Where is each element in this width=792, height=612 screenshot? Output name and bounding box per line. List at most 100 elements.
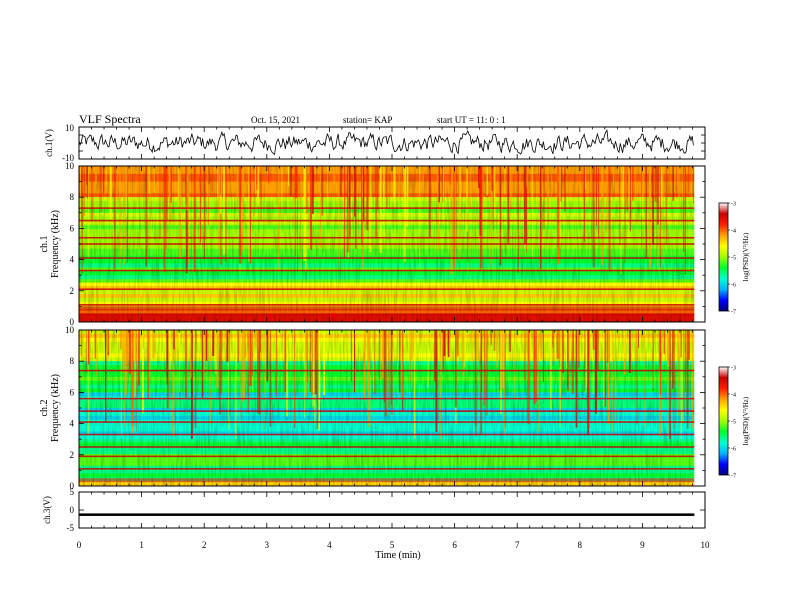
spectrogram-burst (257, 330, 260, 414)
spectrogram-burst (552, 330, 555, 366)
spectrogram-burst (622, 166, 624, 214)
spectrogram-burst (634, 166, 637, 221)
spectrogram-burst (312, 166, 314, 214)
spectrogram-burst (662, 166, 664, 265)
spectrogram-burst (333, 166, 336, 187)
spectrogram-burst (643, 166, 645, 200)
spectrogram-line (79, 313, 695, 315)
spectrogram-burst (120, 330, 122, 438)
spectrogram-line (79, 304, 695, 306)
spectrogram-burst (524, 166, 526, 245)
ch3-waveform-ylabel: ch.3(V) (42, 496, 52, 524)
spectrogram-burst (547, 166, 549, 218)
spectrogram-burst (266, 330, 269, 382)
ch3-ytick-label: 5 (70, 487, 75, 497)
spectrogram-burst (374, 166, 376, 197)
ch3-waveform-trace (79, 513, 695, 516)
spectrogram-burst (134, 330, 137, 397)
spectrogram-burst (123, 166, 125, 265)
spectrogram-burst (540, 330, 543, 360)
spectrogram-burst (379, 330, 382, 381)
spectrogram-burst (116, 166, 118, 215)
spectrogram-burst (105, 330, 107, 422)
spectrogram-burst (607, 330, 610, 425)
spectrogram-burst (83, 166, 85, 217)
spectrogram-burst (255, 330, 257, 349)
spectrogram-burst (490, 330, 492, 346)
spectrogram-burst (656, 166, 659, 225)
spectrogram-burst (669, 166, 671, 187)
spectrogram-burst (172, 330, 175, 437)
spectrogram-burst (138, 330, 140, 386)
time-tick-label: 1 (139, 540, 144, 550)
spectrogram-burst (248, 166, 250, 262)
spectrogram-burst (688, 166, 690, 192)
ch1-waveform-trace (78, 129, 694, 155)
frequency-tick-label: 6 (70, 223, 75, 233)
spectrogram-burst (636, 330, 638, 425)
spectrogram-burst (691, 166, 692, 223)
spectrogram-burst (583, 166, 585, 241)
ch1-waveform-panel: 10 -10 ch.1(V) (44, 123, 706, 163)
spectrogram-burst (228, 330, 230, 430)
spectrogram-burst (483, 330, 486, 406)
spectrogram-burst (100, 166, 102, 212)
frequency-tick-label: 0 (70, 481, 75, 491)
spectrogram-burst (492, 166, 495, 214)
spectrogram-burst (629, 166, 631, 231)
spectrogram-burst (653, 166, 655, 196)
spectrogram-burst (384, 330, 387, 417)
spectrogram-burst (613, 166, 615, 190)
spectrogram-burst (333, 166, 334, 192)
spectrogram-burst (348, 166, 350, 259)
spectrogram-burst (503, 330, 506, 434)
ch2-spectrogram-lines (79, 369, 695, 470)
ch2-spectrogram-bursts (80, 330, 694, 439)
ch1-ytick-bottom: -10 (62, 153, 74, 163)
spectrogram-burst (80, 166, 81, 231)
spectrogram-burst (573, 330, 574, 351)
spectrogram-burst (676, 166, 678, 198)
spectrogram-burst (643, 330, 645, 428)
spectrogram-burst (366, 166, 369, 231)
spectrogram-burst (127, 330, 129, 374)
spectrogram-burst (438, 166, 440, 185)
ch2-colorbar-label: log(PSD)(V²/Hz) (742, 396, 750, 445)
spectrogram-burst (551, 166, 552, 264)
spectrogram-burst (190, 330, 192, 379)
spectrogram-burst (482, 166, 484, 215)
frequency-tick-label: 10 (65, 325, 75, 335)
spectrogram-burst (349, 330, 351, 351)
spectrogram-burst (571, 330, 574, 394)
ch1-colorbar-ticks: -3 -4 -5 -6 -7 (728, 202, 736, 316)
spectrogram-burst (606, 166, 608, 233)
spectrogram-burst (524, 330, 527, 381)
spectrogram-burst (388, 330, 390, 409)
spectrogram-burst (81, 330, 83, 381)
spectrogram-burst (669, 330, 671, 439)
spectrogram-burst (173, 330, 175, 350)
spectrogram-burst (268, 166, 270, 184)
time-tick-label: 10 (701, 540, 711, 550)
spectrogram-burst (208, 166, 210, 185)
ch3-ytick-label: -5 (67, 523, 75, 533)
spectrogram-burst (624, 166, 626, 263)
time-tick-label: 9 (640, 540, 645, 550)
spectrogram-burst (537, 330, 539, 434)
spectrogram-burst (381, 330, 384, 378)
spectrogram-burst (391, 166, 393, 197)
spectrogram-burst (409, 330, 410, 427)
spectrogram-burst (100, 166, 102, 190)
frequency-tick-label: 2 (70, 450, 75, 460)
spectrogram-burst (148, 330, 151, 377)
spectrogram-burst (478, 166, 480, 188)
spectrogram-line (79, 421, 695, 423)
frequency-tick-label: 0 (70, 317, 75, 327)
spectrogram-burst (466, 166, 468, 232)
spectrogram-burst (493, 330, 496, 351)
spectrogram-burst (281, 166, 283, 220)
spectrogram-burst (239, 330, 241, 421)
time-tick-label: 2 (202, 540, 207, 550)
spectrogram-burst (595, 166, 598, 226)
spectrogram-line (79, 207, 695, 209)
